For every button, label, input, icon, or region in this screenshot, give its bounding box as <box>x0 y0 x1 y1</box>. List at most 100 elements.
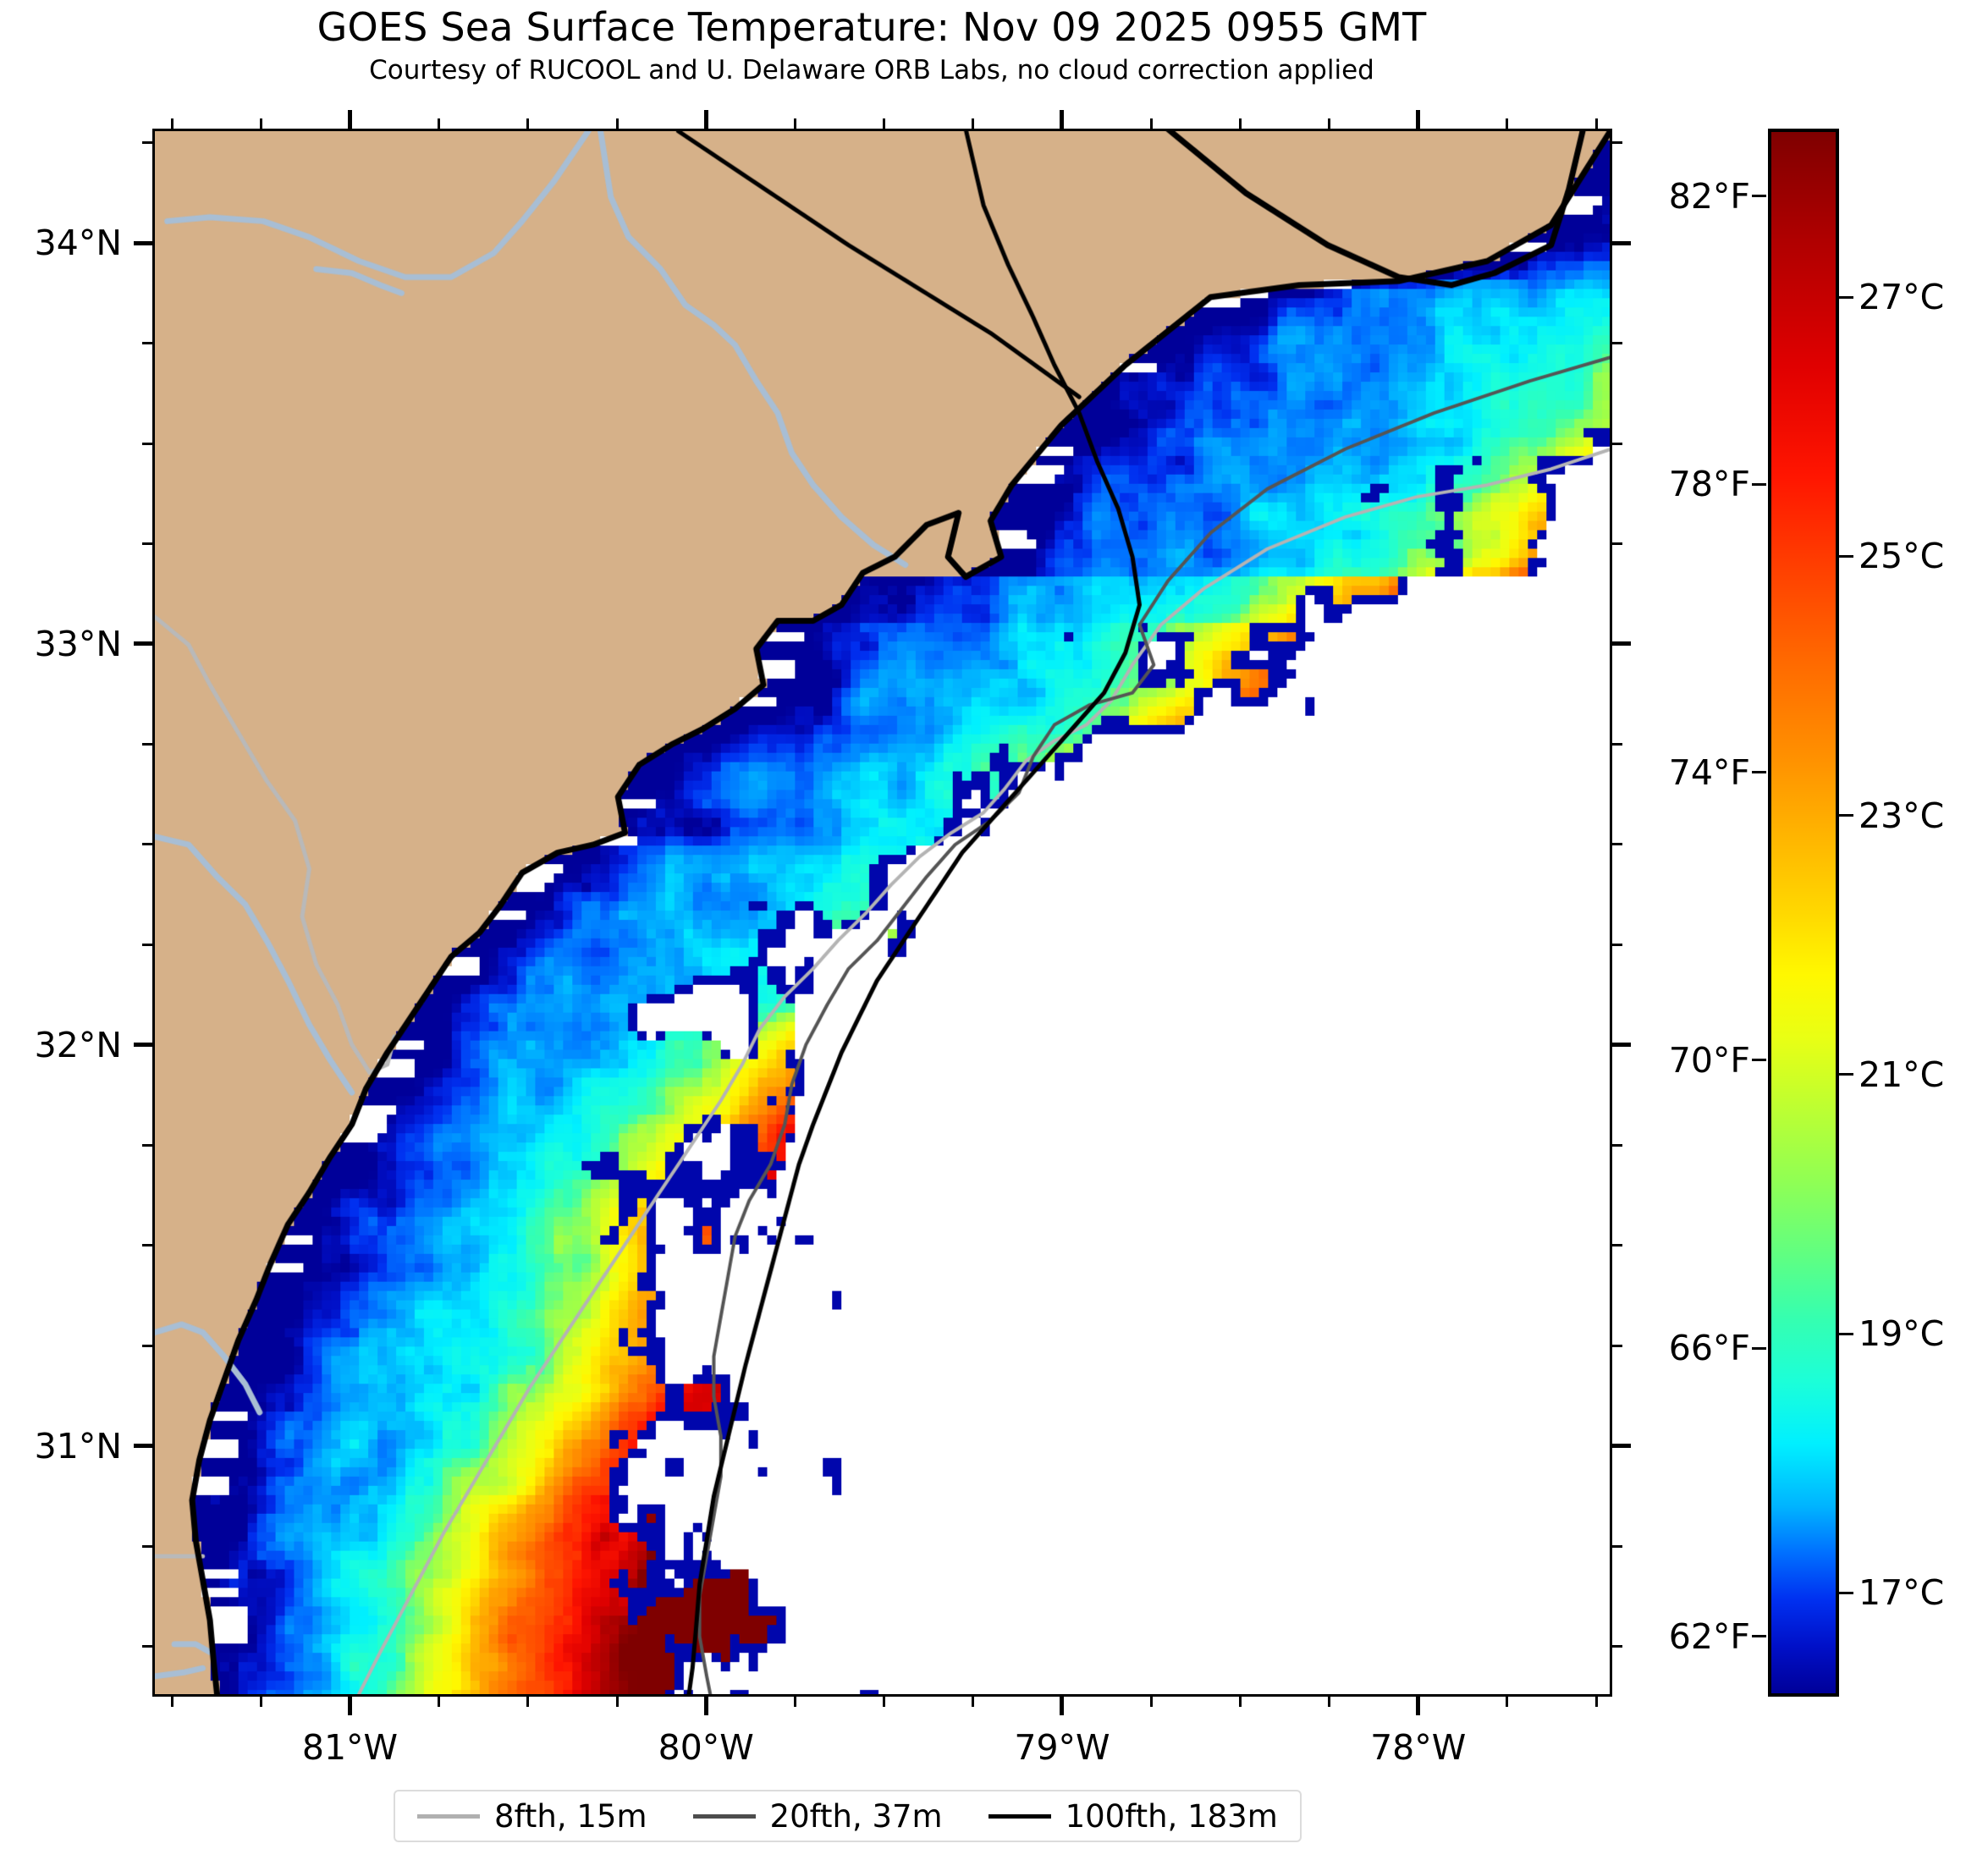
x-axis-minor-tick <box>972 1697 975 1707</box>
y-axis-right-tick <box>1612 442 1622 445</box>
y-axis-minor-tick <box>142 1544 152 1548</box>
x-axis-minor-tick <box>1149 1697 1153 1707</box>
colorbar-fahrenheit-tick <box>1752 1635 1766 1638</box>
y-axis-minor-tick <box>142 442 152 445</box>
x-axis-major-tick <box>1416 1697 1421 1715</box>
colorbar-celsius-tick <box>1839 1332 1853 1335</box>
page-subtitle: Courtesy of RUCOOL and U. Delaware ORB L… <box>369 55 1374 86</box>
colorbar-fahrenheit-label: 62°F <box>1668 1615 1750 1657</box>
x-axis-minor-tick <box>883 1697 886 1707</box>
colorbar[interactable] <box>1768 129 1839 1697</box>
y-axis-right-tick <box>1612 1344 1622 1347</box>
x-axis-tick-label: 81°W <box>301 1727 399 1768</box>
colorbar-fahrenheit-label: 78°F <box>1668 464 1750 505</box>
y-axis-minor-tick <box>142 141 152 145</box>
y-axis-minor-tick <box>142 1344 152 1347</box>
x-axis-minor-tick <box>1328 1697 1331 1707</box>
x-axis-tick-label: 78°W <box>1370 1727 1467 1768</box>
x-axis-top-tick <box>526 118 530 129</box>
y-axis-right-tick <box>1612 1645 1622 1648</box>
colorbar-celsius-tick <box>1839 295 1853 299</box>
y-axis-major-tick <box>134 1444 152 1449</box>
x-axis-minor-tick <box>793 1697 796 1707</box>
x-axis-top-tick <box>1416 110 1421 129</box>
legend-entry: 100fth, 183m <box>988 1798 1278 1835</box>
y-axis-right-tick <box>1612 742 1622 746</box>
y-axis-major-tick <box>134 240 152 245</box>
y-axis-minor-tick <box>142 943 152 946</box>
x-axis-top-tick <box>1149 118 1153 129</box>
x-axis-major-tick <box>703 1697 708 1715</box>
page-title: GOES Sea Surface Temperature: Nov 09 202… <box>317 4 1427 50</box>
y-axis-tick-label: 34°N <box>34 223 122 264</box>
sst-map-plot[interactable] <box>152 129 1612 1697</box>
y-axis-right-tick <box>1612 1043 1631 1048</box>
y-axis-minor-tick <box>142 1143 152 1147</box>
y-axis-minor-tick <box>142 742 152 746</box>
x-axis-top-tick <box>615 118 619 129</box>
legend-entry: 20fth, 37m <box>692 1797 943 1835</box>
colorbar-celsius-label: 17°C <box>1859 1572 1945 1614</box>
y-axis-major-tick <box>134 1043 152 1048</box>
x-axis-tick-label: 79°W <box>1014 1727 1110 1768</box>
colorbar-fahrenheit-tick <box>1752 1059 1766 1062</box>
y-axis-right-tick <box>1612 943 1622 946</box>
legend-entry: 8fth, 15m <box>417 1798 647 1835</box>
x-axis-top-tick <box>972 118 975 129</box>
y-axis-tick-label: 31°N <box>34 1425 122 1467</box>
y-axis-right-tick <box>1612 542 1622 545</box>
colorbar-labels: 82°F 78°F 74°F 70°F 66°F 62°F 27°C 25°C 23°C 21°C… <box>1669 129 1945 1697</box>
colorbar-celsius-label: 25°C <box>1859 536 1945 577</box>
y-axis-tick-label: 33°N <box>34 623 122 664</box>
colorbar-gradient <box>1768 129 1839 1697</box>
x-axis-top-tick <box>259 118 262 129</box>
colorbar-celsius-label: 19°C <box>1859 1313 1945 1355</box>
legend-line-swatch <box>692 1813 756 1819</box>
x-axis-major-tick <box>1060 1697 1065 1715</box>
y-axis-right-tick <box>1612 342 1622 345</box>
colorbar-celsius-label: 27°C <box>1859 277 1945 318</box>
colorbar-celsius-label: 21°C <box>1859 1054 1945 1095</box>
colorbar-fahrenheit-label: 66°F <box>1668 1328 1750 1369</box>
x-axis-top-tick <box>1328 118 1331 129</box>
colorbar-celsius-tick <box>1839 1591 1853 1594</box>
x-axis-top-tick <box>1238 118 1242 129</box>
colorbar-fahrenheit-label: 70°F <box>1668 1039 1750 1081</box>
colorbar-fahrenheit-tick <box>1752 771 1766 774</box>
y-axis-right-tick <box>1612 1244 1622 1247</box>
x-axis-tick-label: 80°W <box>658 1727 754 1768</box>
colorbar-celsius-tick <box>1839 814 1853 817</box>
legend-line-swatch <box>988 1813 1051 1819</box>
x-axis-top-tick <box>170 118 173 129</box>
y-axis-right-tick <box>1612 641 1631 647</box>
x-axis-minor-tick <box>1506 1697 1509 1707</box>
isobath-legend: 8fth, 15m 20fth, 37m 100fth, 183m <box>394 1790 1302 1842</box>
legend-label: 8fth, 15m <box>494 1797 647 1835</box>
legend-line-swatch <box>417 1813 480 1819</box>
x-axis-minor-tick <box>1238 1697 1242 1707</box>
x-axis-top-tick <box>1506 118 1509 129</box>
colorbar-celsius-label: 23°C <box>1859 795 1945 836</box>
x-axis-top-tick <box>793 118 796 129</box>
y-axis-right-tick <box>1612 1444 1631 1449</box>
colorbar-celsius-tick <box>1839 554 1853 558</box>
sst-heatmap-canvas[interactable] <box>155 131 1610 1694</box>
colorbar-fahrenheit-label: 82°F <box>1668 175 1750 217</box>
y-axis-major-tick <box>134 641 152 647</box>
x-axis-minor-tick <box>259 1697 262 1707</box>
colorbar-fahrenheit-label: 74°F <box>1668 751 1750 793</box>
x-axis-top-tick <box>883 118 886 129</box>
y-axis-right-tick <box>1612 1143 1622 1147</box>
x-axis-minor-tick <box>526 1697 530 1707</box>
colorbar-fahrenheit-tick <box>1752 482 1766 486</box>
y-axis-right-tick <box>1612 240 1631 245</box>
x-axis-top-tick <box>348 110 352 129</box>
colorbar-fahrenheit-tick <box>1752 195 1766 198</box>
title-block: GOES Sea Surface Temperature: Nov 09 202… <box>0 4 1743 86</box>
colorbar-fahrenheit-tick <box>1752 1346 1766 1350</box>
y-axis-minor-tick <box>142 342 152 345</box>
legend-label: 20fth, 37m <box>769 1797 943 1835</box>
y-axis-minor-tick <box>142 1645 152 1648</box>
y-axis-right-tick <box>1612 1544 1622 1548</box>
x-axis-top-tick <box>703 110 708 129</box>
